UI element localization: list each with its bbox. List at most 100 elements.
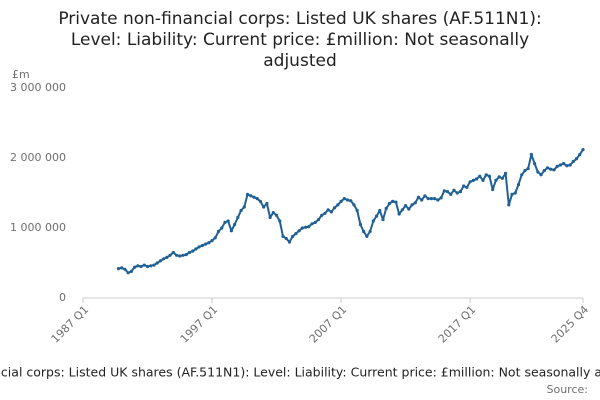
data-point — [223, 220, 227, 224]
data-point — [549, 167, 553, 171]
data-point — [313, 220, 317, 224]
y-tick-label: 2 000 000 — [10, 151, 66, 164]
data-point — [242, 205, 246, 209]
data-point — [436, 198, 440, 202]
data-point — [474, 177, 479, 181]
data-point — [349, 199, 353, 203]
data-point — [116, 267, 121, 271]
data-point — [571, 159, 575, 164]
data-point — [384, 206, 388, 210]
data-point — [178, 254, 182, 258]
data-point — [126, 271, 130, 275]
data-point — [229, 229, 233, 233]
data-point — [142, 263, 146, 267]
data-point — [233, 222, 237, 227]
data-point — [274, 213, 279, 217]
data-point — [516, 183, 521, 187]
data-point — [555, 164, 559, 168]
data-point — [284, 236, 288, 241]
data-point — [497, 175, 501, 179]
data-point — [145, 264, 150, 269]
chart-title: Level: Liability: Current price: £millio… — [71, 30, 529, 50]
data-point — [439, 196, 443, 200]
data-point — [458, 190, 463, 194]
data-point — [381, 218, 385, 222]
data-point — [149, 264, 153, 268]
data-point — [316, 218, 321, 222]
data-point — [371, 219, 375, 223]
data-point — [339, 199, 343, 203]
data-point — [329, 210, 333, 214]
data-point — [336, 203, 340, 207]
data-point — [442, 189, 446, 193]
caption: Private non-financial corps: Listed UK s… — [0, 365, 600, 380]
data-point — [352, 203, 356, 207]
data-point — [487, 174, 492, 178]
data-point — [168, 253, 172, 257]
data-point — [355, 208, 359, 213]
data-point — [320, 213, 324, 217]
data-point — [155, 261, 159, 265]
data-point — [213, 236, 217, 240]
data-point — [452, 188, 456, 192]
x-tick-label: 1987 Q1 — [49, 303, 92, 346]
data-point — [462, 184, 466, 188]
data-point — [123, 267, 127, 271]
data-point — [136, 264, 140, 268]
data-point — [565, 164, 569, 168]
data-point — [265, 201, 269, 206]
data-point — [455, 191, 459, 195]
data-point — [574, 157, 579, 161]
data-point — [403, 204, 408, 208]
data-point — [171, 250, 175, 255]
data-point — [523, 169, 527, 173]
data-point — [429, 197, 433, 201]
data-point — [545, 166, 550, 170]
data-point — [449, 192, 453, 196]
data-point — [397, 212, 401, 216]
data-point — [507, 203, 511, 207]
data-point — [326, 208, 330, 212]
data-point — [133, 265, 137, 269]
data-point — [413, 201, 417, 205]
data-point — [120, 266, 124, 270]
data-point — [226, 219, 230, 223]
data-point — [581, 148, 585, 152]
data-point — [220, 226, 224, 230]
data-point — [368, 229, 372, 234]
data-point — [510, 192, 514, 196]
data-point — [520, 173, 524, 177]
data-point — [200, 243, 204, 248]
x-tick-label: 2025 Q4 — [549, 303, 592, 346]
data-point — [287, 240, 292, 244]
data-point — [162, 257, 166, 261]
data-point — [552, 168, 556, 172]
data-point — [503, 171, 508, 175]
data-point — [578, 152, 582, 157]
data-point — [194, 247, 198, 251]
data-point — [423, 194, 427, 198]
data-point — [433, 197, 437, 201]
data-point — [252, 195, 256, 199]
data-point — [378, 208, 382, 213]
data-point — [191, 249, 195, 253]
data-point — [494, 178, 498, 182]
data-point — [445, 190, 450, 194]
data-point — [255, 197, 259, 201]
data-point — [245, 192, 250, 196]
data-point — [416, 195, 421, 199]
data-point — [342, 197, 346, 201]
data-point — [271, 211, 275, 215]
data-point — [365, 234, 369, 238]
data-point — [187, 250, 192, 255]
data-point — [358, 222, 363, 227]
y-tick-label: 0 — [59, 291, 66, 304]
data-point — [420, 198, 424, 202]
data-point — [533, 162, 537, 166]
y-tick-label: 1 000 000 — [10, 221, 66, 234]
data-point — [297, 229, 301, 233]
x-tick-label: 2007 Q1 — [307, 303, 350, 346]
data-point — [562, 162, 566, 166]
data-point — [400, 208, 404, 212]
